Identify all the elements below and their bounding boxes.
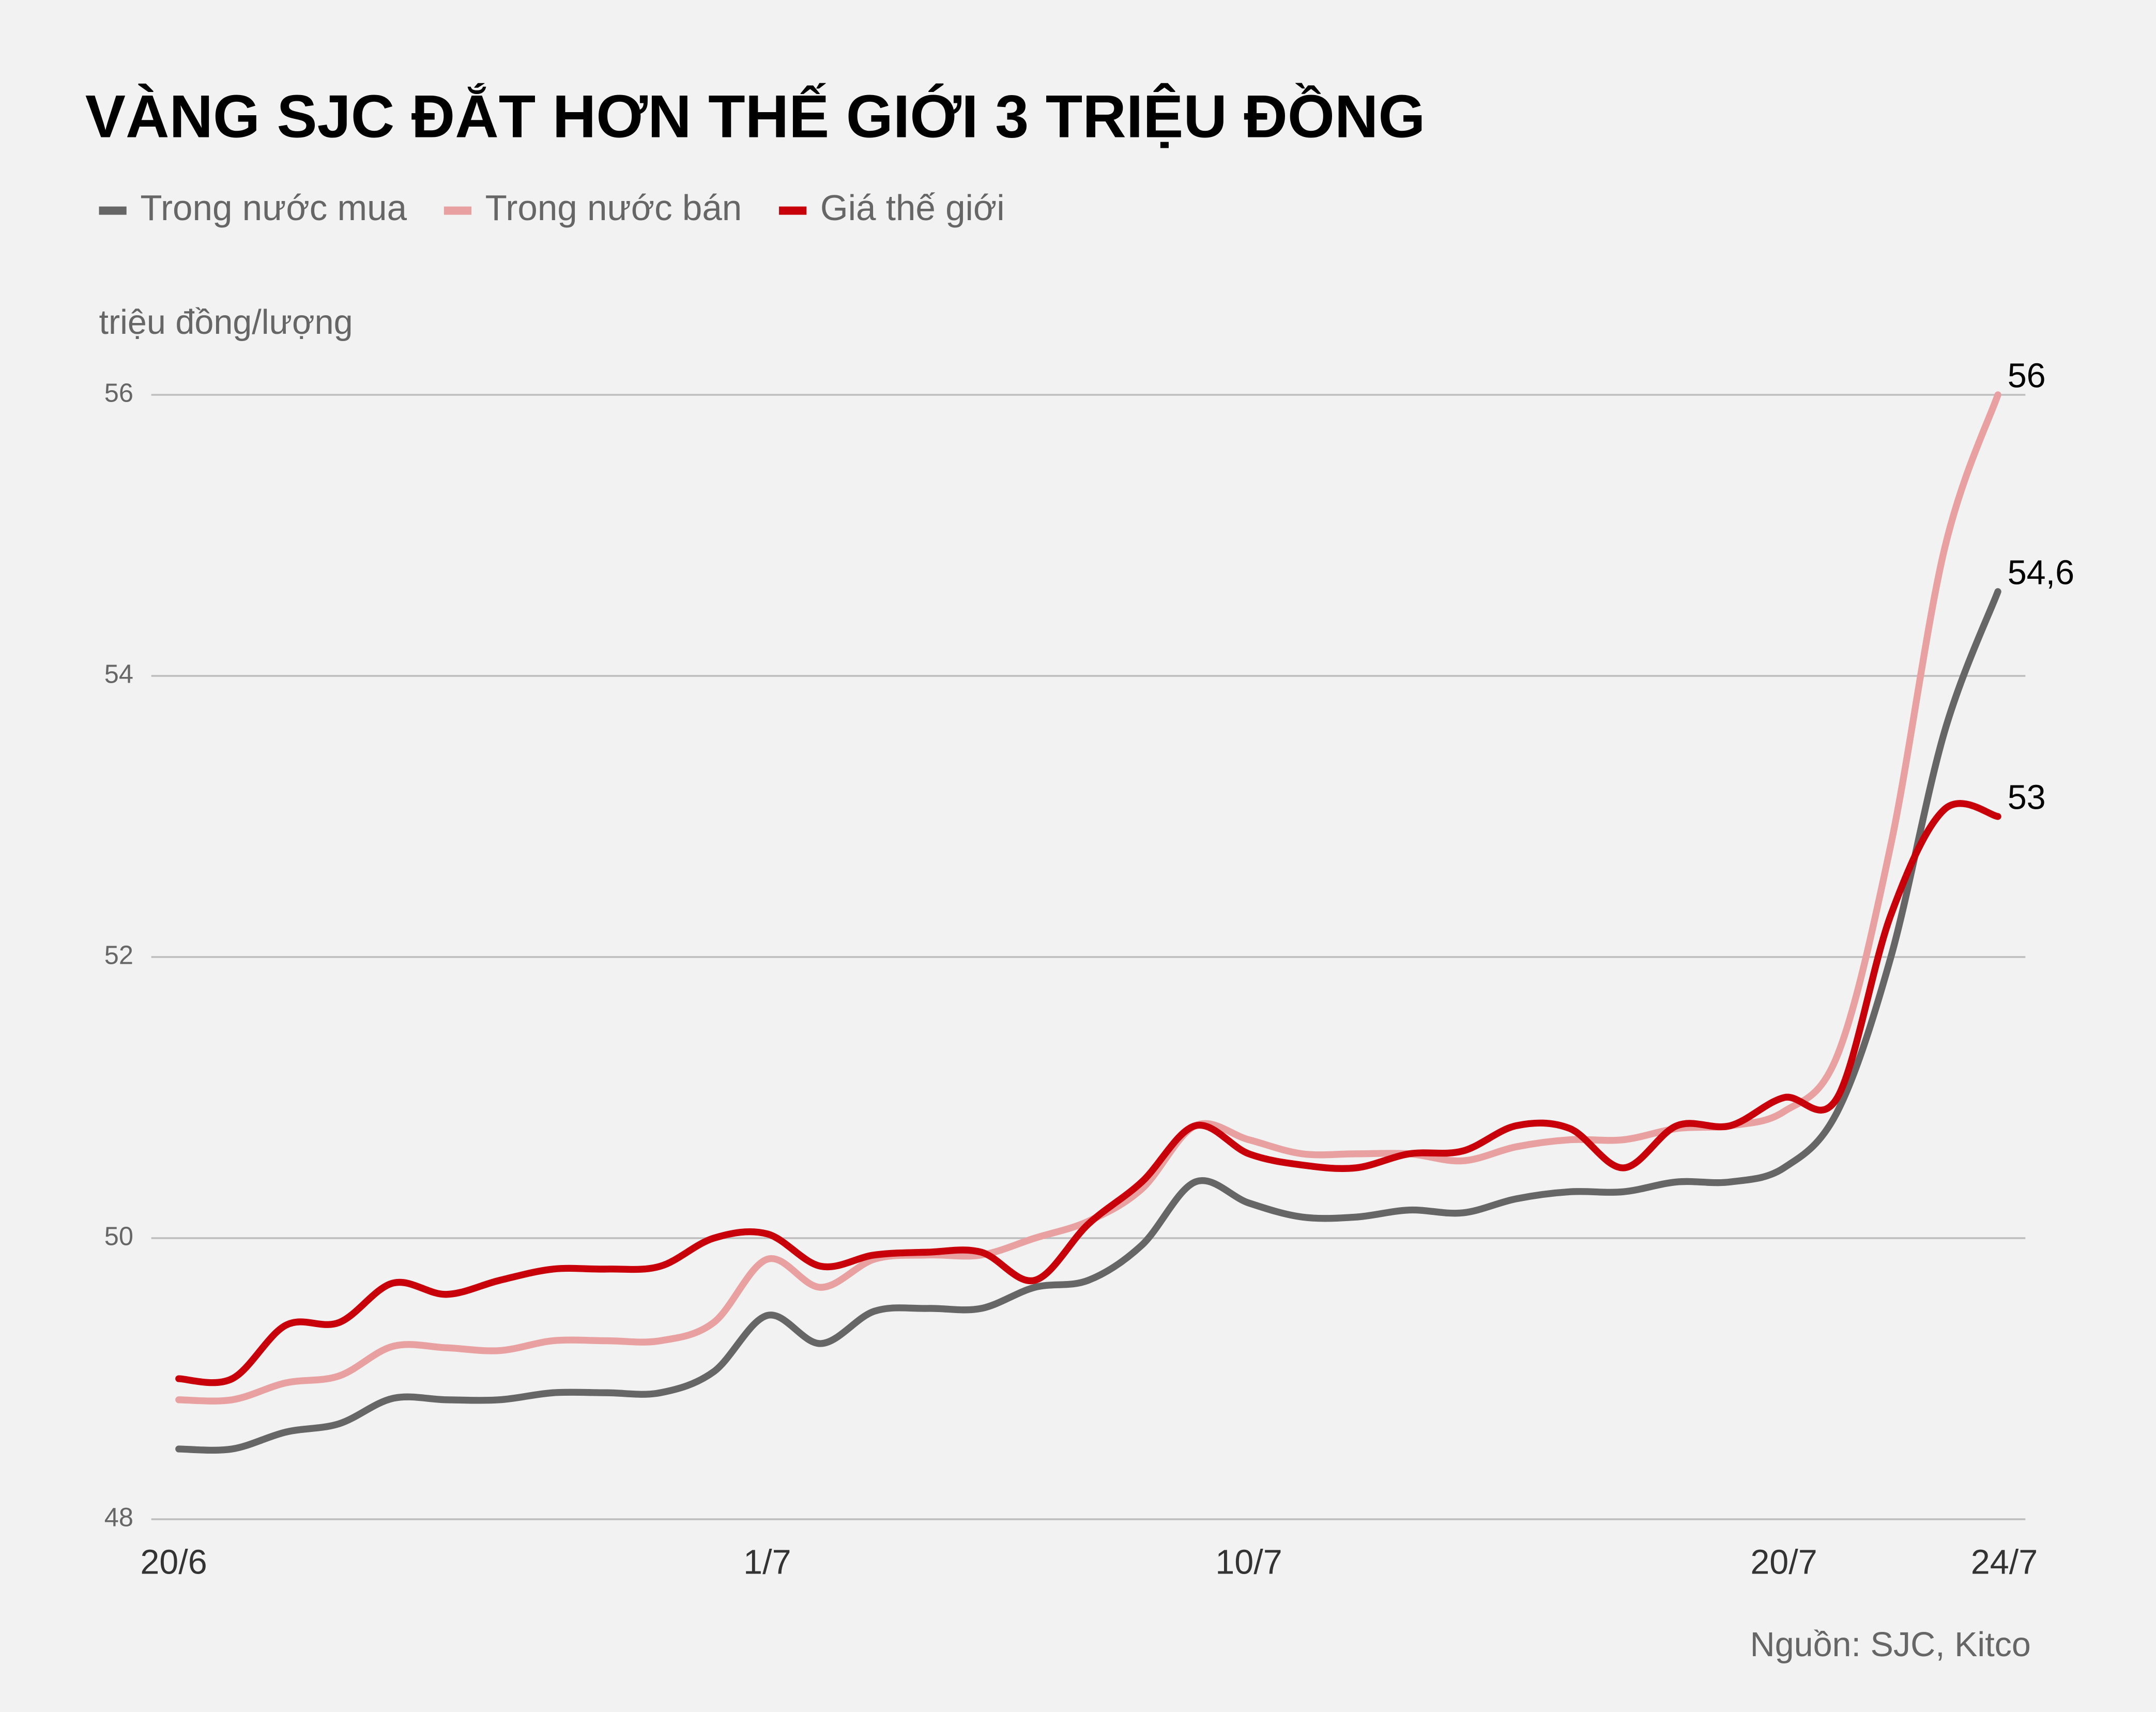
value-label: 56 <box>2008 357 2046 395</box>
legend-label: Trong nước bán <box>485 188 742 228</box>
x-tick-label: 1/7 <box>743 1543 791 1581</box>
y-axis-label: triệu đồng/lượng <box>99 303 353 342</box>
x-tick-label: 10/7 <box>1215 1543 1282 1581</box>
series-line <box>175 391 2001 1405</box>
y-tick-label: 50 <box>104 1221 133 1251</box>
y-tick-label: 48 <box>104 1502 133 1532</box>
value-label: 53 <box>2008 779 2046 817</box>
value-label: 54,6 <box>2008 553 2074 592</box>
y-tick-label: 54 <box>104 659 133 688</box>
x-tick-label: 20/6 <box>140 1543 207 1581</box>
series-line <box>175 800 2001 1386</box>
y-tick-label: 56 <box>104 378 133 407</box>
legend-label: Giá thế giới <box>820 188 1005 228</box>
series-line <box>175 588 2001 1454</box>
legend-label: Trong nước mua <box>140 188 407 228</box>
x-tick-label: 24/7 <box>1971 1543 2038 1581</box>
y-tick-label: 52 <box>104 940 133 969</box>
x-tick-label: 20/7 <box>1750 1543 1817 1581</box>
source: Nguồn: SJC, Kitco <box>1750 1626 2031 1664</box>
chart-title: VÀNG SJC ĐẮT HƠN THẾ GIỚI 3 TRIỆU ĐỒNG <box>85 83 1426 150</box>
